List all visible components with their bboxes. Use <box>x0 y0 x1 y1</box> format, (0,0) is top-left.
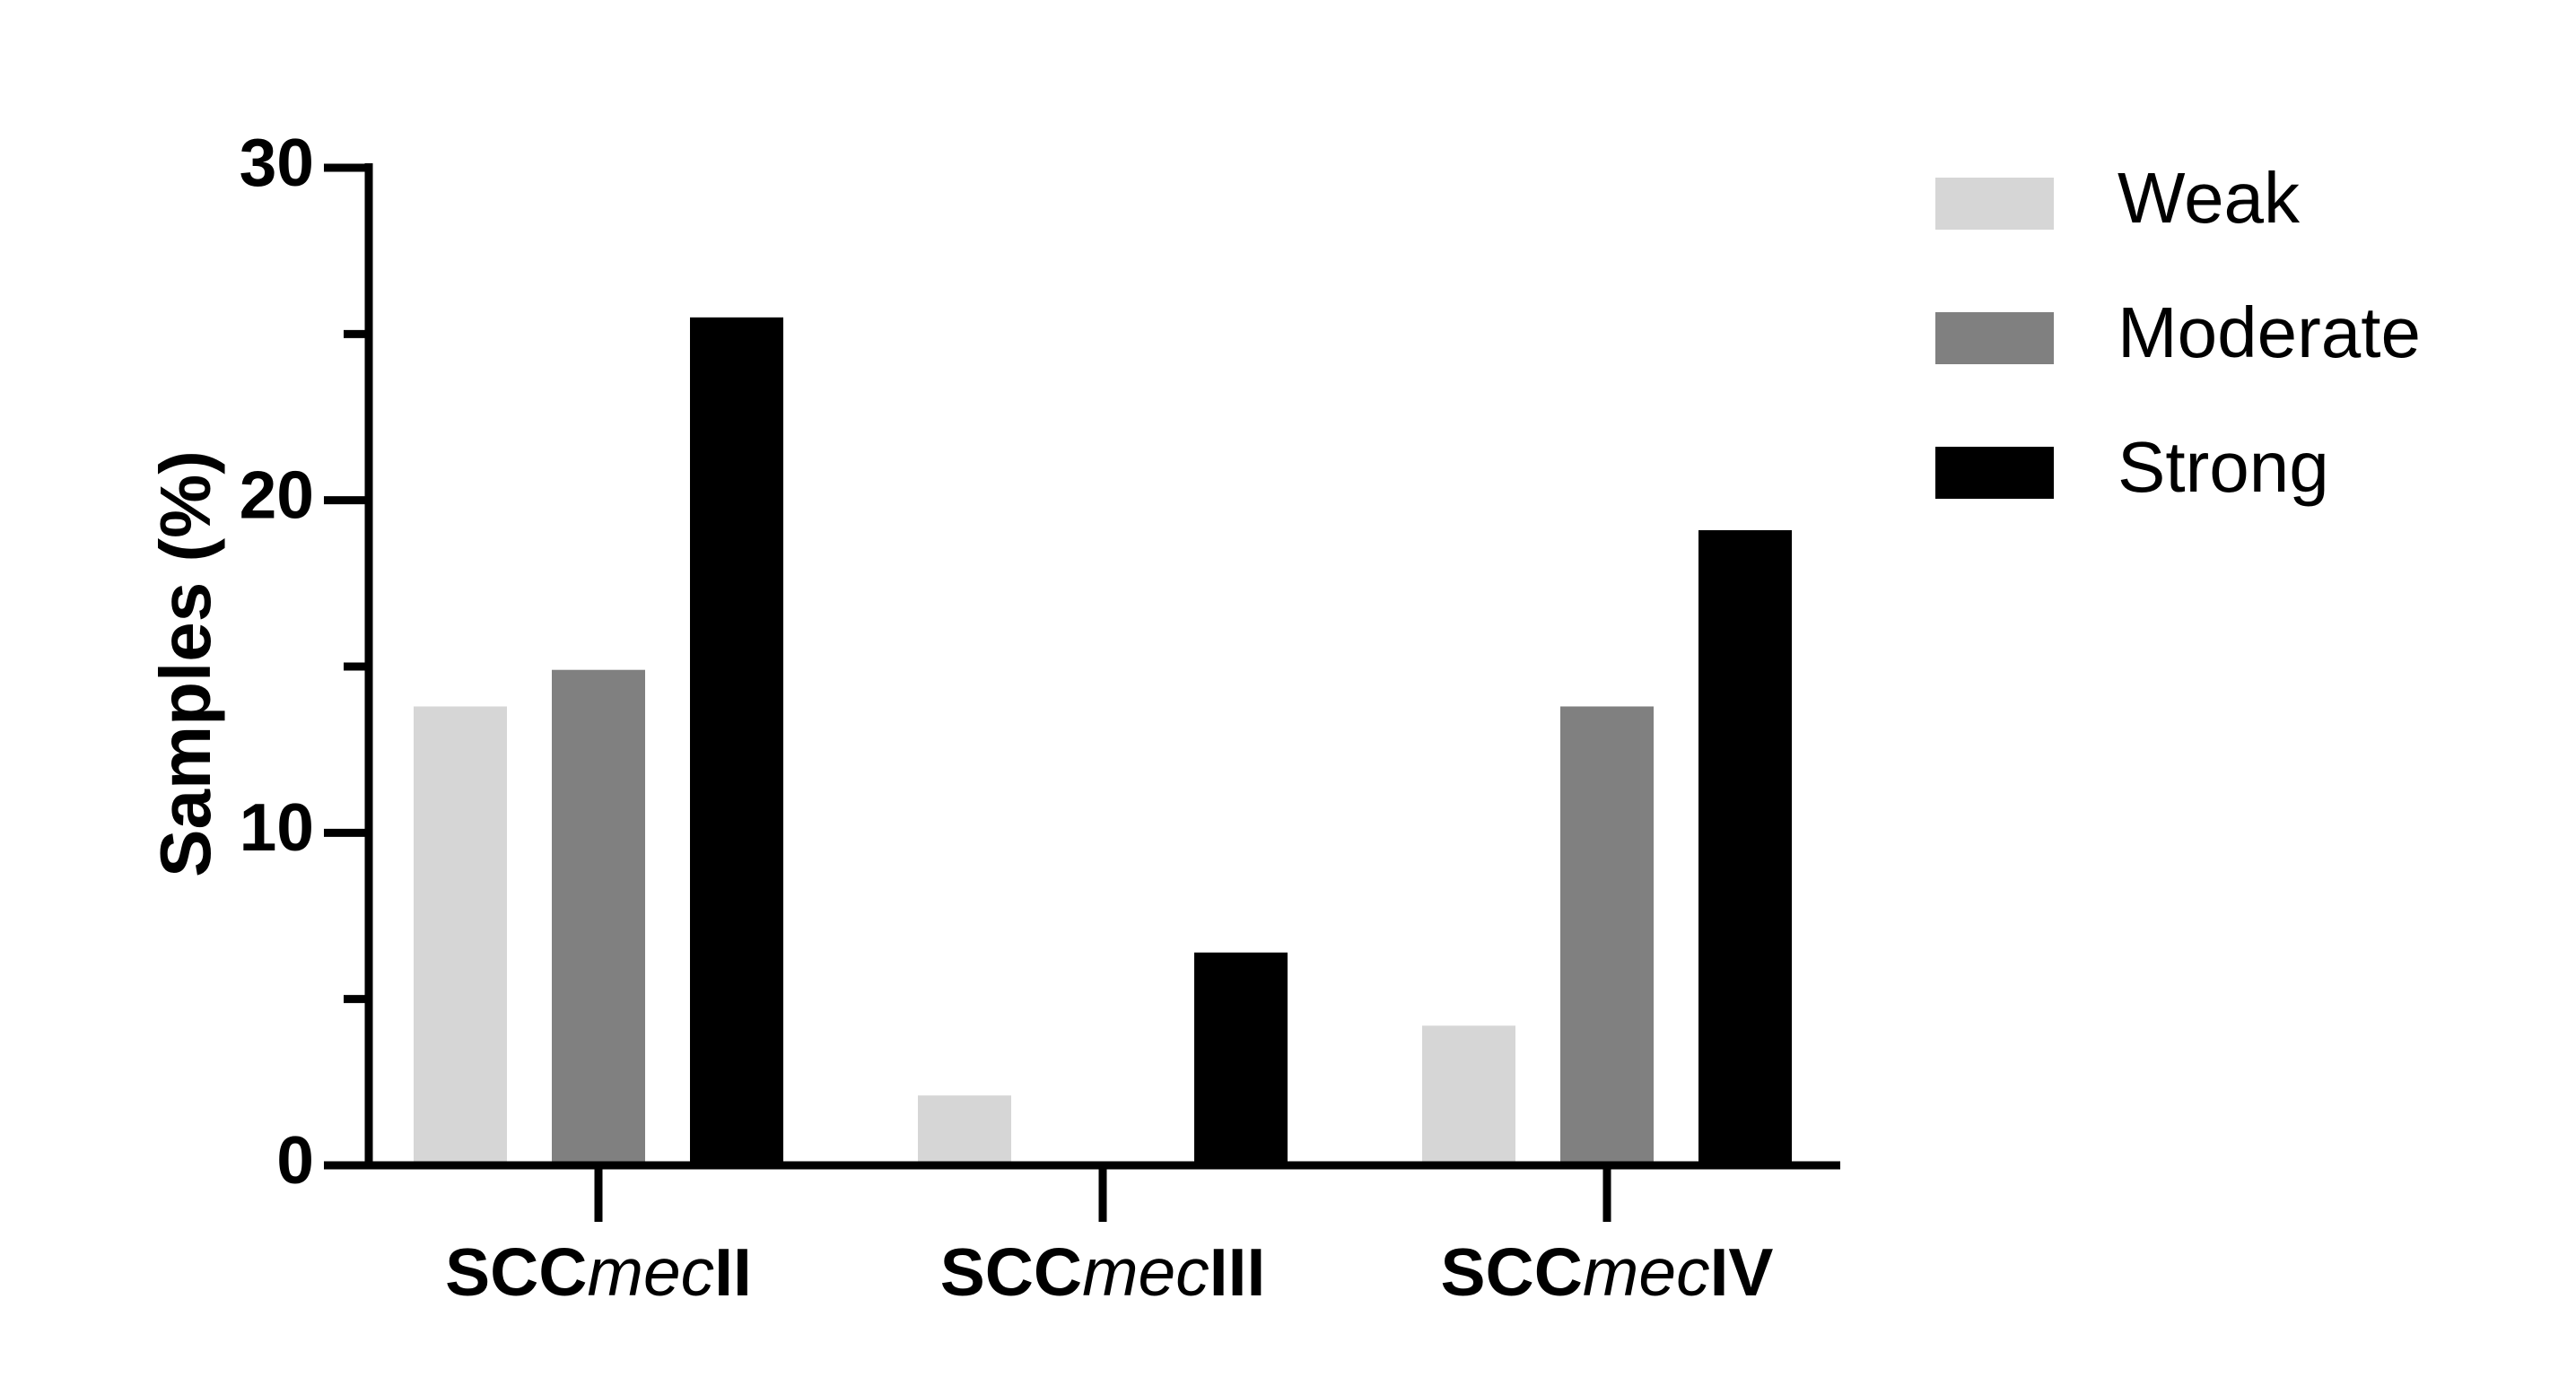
y-tick-label: 10 <box>240 789 314 865</box>
legend-label-moderate: Moderate <box>2118 292 2421 372</box>
y-tick-label: 30 <box>240 125 314 200</box>
y-tick-label: 0 <box>276 1122 314 1198</box>
x-tick-label: SCCmecIV <box>1441 1234 1774 1310</box>
bar-weak-1 <box>918 1095 1011 1165</box>
bar-strong-1 <box>1194 952 1288 1165</box>
x-ticks: SCCmecII SCCmecIII SCCmecIV <box>445 1165 1773 1310</box>
legend-swatch-weak <box>1935 178 2054 230</box>
bar-strong-2 <box>1698 530 1792 1165</box>
bar-moderate-0 <box>552 669 645 1165</box>
x-tick-label: SCCmecII <box>445 1234 752 1310</box>
bar-strong-0 <box>690 317 783 1165</box>
y-tick-label: 20 <box>240 457 314 532</box>
bars <box>414 317 1792 1165</box>
legend: Weak Moderate Strong <box>1935 158 2421 507</box>
y-ticks: 0 10 20 30 <box>240 125 369 1198</box>
legend-label-strong: Strong <box>2118 427 2329 507</box>
y-axis-title: Samples (%) <box>145 450 225 877</box>
x-tick-label: SCCmecIII <box>940 1234 1266 1310</box>
bar-moderate-2 <box>1560 706 1654 1165</box>
legend-swatch-strong <box>1935 447 2054 499</box>
bar-weak-0 <box>414 706 507 1165</box>
legend-swatch-moderate <box>1935 312 2054 364</box>
legend-label-weak: Weak <box>2118 158 2301 238</box>
bar-weak-2 <box>1422 1025 1515 1165</box>
